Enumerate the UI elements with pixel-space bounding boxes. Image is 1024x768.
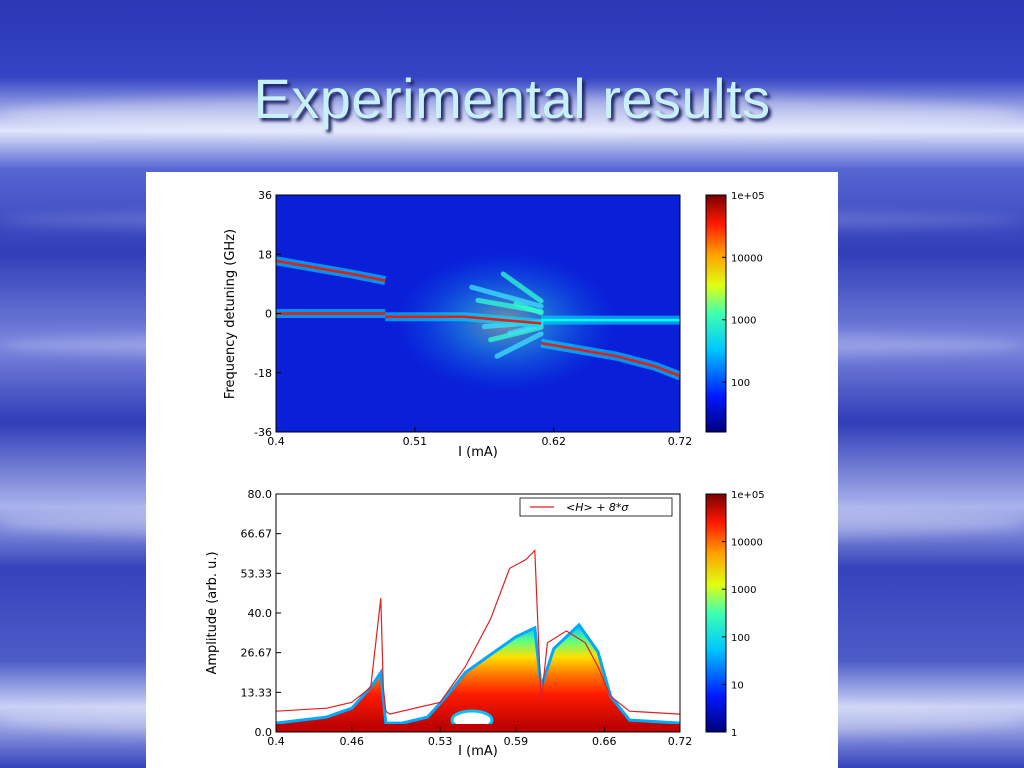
heatmap-ray bbox=[513, 301, 544, 316]
colorbar-tick-label: 1e+05 bbox=[731, 490, 765, 501]
envelope-series bbox=[276, 549, 680, 715]
x-tick-label: 0.72 bbox=[668, 435, 693, 448]
x-tick-label: 0.72 bbox=[668, 735, 693, 748]
y-axis-ticks: 36 18 0 -18 -36 bbox=[254, 189, 281, 439]
y-tick-label: 80.0 bbox=[248, 488, 273, 501]
y-axis-label: Frequency detuning (GHz) bbox=[223, 229, 238, 399]
slide-title: Experimental results bbox=[253, 67, 771, 130]
y-axis-label: Amplitude (arb. u.) bbox=[205, 551, 220, 674]
colorbar bbox=[705, 493, 727, 733]
x-tick-label: 0.66 bbox=[592, 735, 617, 748]
trace-line bbox=[276, 259, 386, 282]
figure-svg: 0.4 0.51 0.62 0.72 36 18 0 -18 -36 I (mA) Frequ… bbox=[205, 189, 765, 759]
x-axis-label: I (mA) bbox=[458, 744, 498, 759]
x-tick-label: 0.4 bbox=[267, 435, 285, 448]
colorbar-tick-label: 1000 bbox=[731, 585, 756, 596]
colorbar bbox=[705, 194, 727, 433]
x-tick-label: 0.53 bbox=[428, 735, 453, 748]
trace-line bbox=[385, 315, 542, 325]
x-tick-label: 0.4 bbox=[267, 735, 285, 748]
heatmap-ray bbox=[494, 331, 544, 359]
spectrum-heatmap: 0.4 0.51 0.62 0.72 36 18 0 -18 -36 I (mA) Frequ… bbox=[223, 189, 765, 460]
y-tick-label: 40.0 bbox=[248, 607, 273, 620]
legend-label: <H> + 8*σ bbox=[566, 501, 629, 514]
y-tick-label: -36 bbox=[254, 426, 272, 439]
colorbar-tick-label: 1 bbox=[731, 728, 737, 739]
legend-box bbox=[519, 497, 673, 517]
x-axis-ticks: 0.4 0.51 0.62 0.72 bbox=[267, 427, 692, 448]
amplitude-heatmap: 0.4 0.46 0.53 0.59 0.66 0.72 80.0 66.67 53.33 40… bbox=[205, 488, 765, 759]
heatmap-rays bbox=[469, 271, 544, 359]
colorbar-tick-label: 10000 bbox=[731, 538, 763, 549]
legend: <H> + 8*σ bbox=[519, 497, 673, 517]
heatmap-ray bbox=[469, 284, 544, 309]
figure-panel: 0.4 0.51 0.62 0.72 36 18 0 -18 -36 I (mA) Frequ… bbox=[146, 172, 838, 768]
x-axis-label: I (mA) bbox=[458, 445, 498, 460]
y-axis-ticks: 80.0 66.67 53.33 40.0 26.67 13.33 0.0 bbox=[241, 488, 281, 739]
y-tick-label: 0 bbox=[265, 308, 272, 321]
series-line bbox=[276, 549, 680, 715]
colorbar-tick-label: 10 bbox=[731, 680, 744, 691]
heatmap-traces bbox=[276, 256, 680, 381]
heatmap-ray bbox=[500, 271, 544, 304]
colorbar-tick-label: 1e+05 bbox=[731, 191, 765, 202]
y-tick-label: 0.0 bbox=[255, 726, 273, 739]
colorbar-tick-label: 100 bbox=[731, 633, 750, 644]
y-tick-label: 53.33 bbox=[241, 567, 273, 580]
cloud-streak bbox=[0, 95, 1024, 135]
colorbar-ticks: 1e+05 10000 1000 100 bbox=[722, 191, 765, 389]
density-region bbox=[276, 622, 680, 732]
y-tick-label: 66.67 bbox=[241, 528, 273, 541]
x-axis-ticks: 0.4 0.46 0.53 0.59 0.66 0.72 bbox=[267, 727, 692, 748]
y-tick-label: 36 bbox=[258, 189, 272, 202]
colorbar-tick-label: 100 bbox=[731, 378, 750, 389]
y-tick-label: 26.67 bbox=[241, 647, 273, 660]
y-tick-label: -18 bbox=[254, 367, 272, 380]
x-tick-label: 0.59 bbox=[504, 735, 529, 748]
density-baseline bbox=[276, 724, 680, 732]
colorbar-tick-label: 10000 bbox=[731, 253, 763, 264]
x-tick-label: 0.46 bbox=[340, 735, 365, 748]
y-tick-label: 13.33 bbox=[241, 686, 273, 699]
x-tick-label: 0.51 bbox=[403, 435, 428, 448]
x-tick-label: 0.62 bbox=[542, 435, 567, 448]
colorbar-ticks: 1e+05 10000 1000 100 10 1 bbox=[722, 490, 765, 739]
trace-line bbox=[540, 341, 680, 378]
y-tick-label: 18 bbox=[258, 248, 272, 261]
colorbar-tick-label: 1000 bbox=[731, 316, 756, 327]
